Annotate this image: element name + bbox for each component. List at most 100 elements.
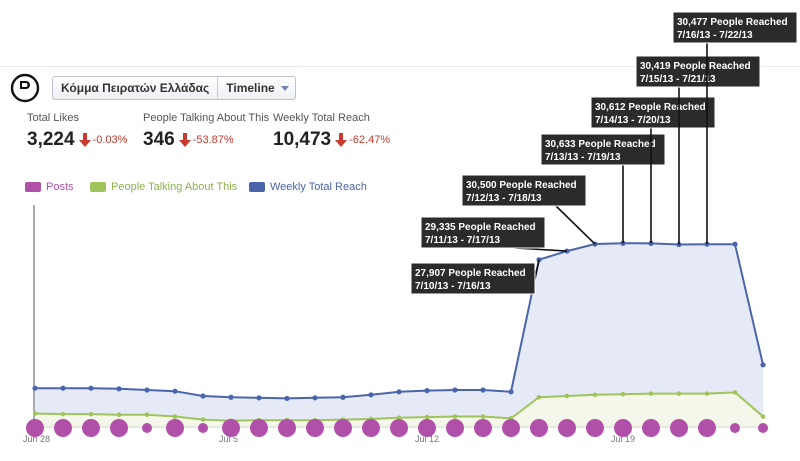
legend-swatch bbox=[90, 182, 106, 192]
legend-label: Posts bbox=[46, 181, 74, 193]
annotation-range-text: 7/11/13 - 7/17/13 bbox=[425, 235, 501, 246]
metric-change: -53.87% bbox=[192, 134, 234, 146]
legend-label: People Talking About This bbox=[111, 181, 238, 193]
annotation-range-text: 7/16/13 - 7/22/13 bbox=[677, 30, 753, 41]
post-dot bbox=[142, 423, 152, 433]
reach-point bbox=[508, 389, 514, 395]
metric-change: -0.03% bbox=[92, 134, 128, 146]
metric-weekly-reach[interactable]: Weekly Total Reach 10,473 -62.47% bbox=[273, 112, 390, 151]
legend-item-reach[interactable]: Weekly Total Reach bbox=[249, 181, 367, 193]
reach-point bbox=[200, 393, 206, 399]
post-dot bbox=[474, 419, 492, 437]
x-tick-label: Jul 19 bbox=[611, 434, 635, 444]
talking-area bbox=[35, 392, 763, 428]
reach-point bbox=[60, 385, 66, 391]
reach-point bbox=[368, 392, 374, 398]
annotation-reach-text: 30,500 People Reached bbox=[466, 180, 577, 191]
timeline-dropdown[interactable]: Timeline bbox=[218, 77, 294, 99]
reach-point bbox=[284, 395, 290, 402]
metric-value: 3,224 bbox=[27, 129, 75, 150]
down-arrow-icon bbox=[78, 133, 91, 147]
talking-point bbox=[480, 414, 486, 419]
page-name-button[interactable]: Κόμμα Πειρατών Ελλάδας bbox=[53, 77, 219, 99]
reach-point bbox=[256, 395, 262, 401]
post-dot bbox=[222, 419, 240, 437]
metric-total-likes[interactable]: Total Likes 3,224 -0.03% bbox=[27, 112, 127, 151]
annotation-leader-line bbox=[534, 259, 540, 279]
timeline-dropdown-label: Timeline bbox=[226, 81, 275, 95]
post-dot bbox=[198, 423, 208, 433]
annotation-reach-text: 30,633 People Reached bbox=[545, 139, 656, 150]
post-dot bbox=[446, 419, 464, 437]
talking-point bbox=[424, 414, 430, 420]
post-dot bbox=[418, 419, 436, 437]
page-selector[interactable]: Κόμμα Πειρατών Ελλάδας Timeline bbox=[52, 76, 296, 100]
pirate-party-logo-icon[interactable] bbox=[10, 73, 40, 103]
annotation-reach-text: 27,907 People Reached bbox=[415, 268, 526, 279]
talking-point bbox=[536, 394, 542, 400]
annotation-range-text: 7/10/13 - 7/16/13 bbox=[415, 281, 491, 292]
talking-point bbox=[648, 391, 654, 396]
legend-item-talking[interactable]: People Talking About This bbox=[90, 181, 237, 193]
metric-people-talking[interactable]: People Talking About This 346 -53.87% bbox=[143, 112, 269, 151]
annotation-box bbox=[590, 96, 716, 129]
talking-point bbox=[396, 415, 402, 421]
annotation-box bbox=[410, 262, 536, 295]
reach-point bbox=[88, 385, 94, 391]
reach-point bbox=[340, 394, 346, 400]
legend-swatch bbox=[25, 182, 41, 192]
post-dot bbox=[642, 419, 660, 437]
annotation-reach-text: 30,477 People Reached bbox=[677, 17, 788, 28]
post-dot bbox=[54, 419, 72, 437]
reach-point bbox=[116, 386, 122, 392]
post-dot bbox=[586, 419, 604, 437]
annotation-box bbox=[635, 55, 761, 88]
talking-point bbox=[732, 390, 738, 395]
metric-label: People Talking About This bbox=[143, 112, 270, 124]
post-dot bbox=[502, 419, 520, 437]
annotation-range-text: 7/13/13 - 7/19/13 bbox=[545, 152, 621, 163]
annotation-box bbox=[420, 216, 546, 249]
post-dot bbox=[390, 419, 408, 437]
talking-point bbox=[564, 393, 570, 399]
metric-label: Total Likes bbox=[27, 112, 79, 124]
annotation-range-text: 7/15/13 - 7/21/13 bbox=[640, 74, 716, 85]
talking-point bbox=[704, 391, 710, 396]
annotation-range-text: 7/14/13 - 7/20/13 bbox=[595, 115, 671, 126]
x-tick-label: Jul 12 bbox=[415, 434, 439, 444]
annotation-leader-line bbox=[555, 205, 596, 245]
x-tick-label: Jul 5 bbox=[219, 434, 238, 444]
legend-item-posts[interactable]: Posts bbox=[25, 181, 74, 193]
post-dot bbox=[166, 419, 184, 437]
talking-point bbox=[620, 391, 626, 397]
post-dot bbox=[730, 423, 740, 433]
post-dot bbox=[278, 419, 296, 437]
annotation-leader-line bbox=[514, 247, 568, 252]
chevron-down-icon bbox=[280, 85, 289, 91]
annotation-reach-text: 30,419 People Reached bbox=[640, 61, 751, 72]
post-dot bbox=[250, 419, 268, 437]
reach-point bbox=[452, 387, 458, 393]
legend-swatch bbox=[249, 182, 265, 192]
legend-label: Weekly Total Reach bbox=[270, 181, 367, 193]
post-dot bbox=[306, 419, 324, 437]
talking-point bbox=[172, 414, 178, 419]
reach-point bbox=[396, 389, 402, 395]
talking-point bbox=[32, 411, 38, 416]
top-strip bbox=[0, 0, 800, 67]
post-dot bbox=[82, 419, 100, 437]
reach-point bbox=[312, 395, 318, 401]
annotation-reach-text: 30,612 People Reached bbox=[595, 102, 706, 113]
talking-point bbox=[452, 414, 458, 419]
reach-point bbox=[32, 385, 38, 391]
metric-label: Weekly Total Reach bbox=[273, 112, 370, 124]
talking-point bbox=[200, 417, 206, 422]
reach-point bbox=[172, 388, 178, 394]
talking-point bbox=[592, 392, 598, 398]
metric-change: -62.47% bbox=[349, 134, 391, 146]
post-dot bbox=[670, 419, 688, 437]
reach-point bbox=[228, 394, 234, 400]
talking-point bbox=[116, 412, 122, 418]
talking-point bbox=[144, 412, 150, 418]
